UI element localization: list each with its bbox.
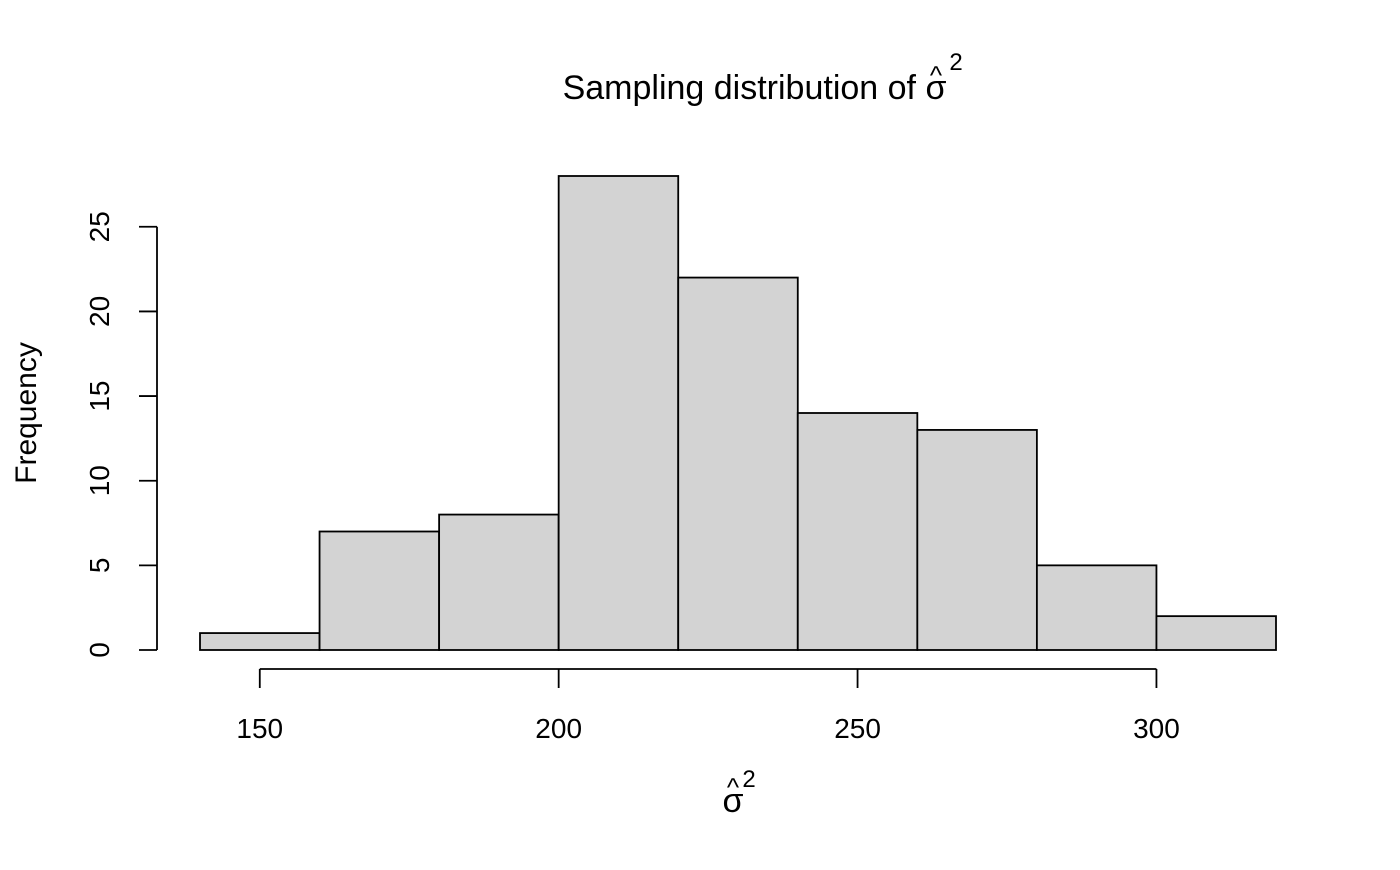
x-tick-label: 250 [834,713,881,744]
y-axis: 0 5 10 15 20 25 [84,211,158,658]
histogram-bars [199,175,1277,651]
x-axis: 150 200 250 300 [236,668,1180,744]
x-axis-label-superscript: 2 [742,766,755,793]
histogram-bar [1035,564,1158,651]
chart-title-symbol-superscript: 2 [949,49,962,76]
y-tick-label: 5 [84,558,115,574]
y-axis-label: Frequency [10,342,43,484]
histogram-bar [199,632,321,651]
histogram-bar [916,429,1038,651]
chart-title-text: Sampling distribution of [563,69,917,107]
y-tick-label: 25 [84,211,115,242]
histogram-bar [557,175,680,651]
histogram-bar [677,276,799,651]
y-tick-label: 10 [84,465,115,496]
y-tick-label: 15 [84,380,115,411]
histogram-bar [1155,615,1277,651]
chart-title: Sampling distribution of σ ^ 2 [563,49,963,107]
x-axis-label: σ ^ 2 [723,766,756,820]
x-axis-label-symbol-accent: ^ [727,772,740,802]
histogram-bar [318,530,441,651]
x-tick-label: 150 [236,713,283,744]
histogram-bar [796,412,919,651]
x-axis-label-symbol: σ [723,782,744,820]
chart-title-symbol-accent: ^ [930,60,943,90]
y-tick-label: 20 [84,296,115,327]
chart-title-symbol: σ [926,69,947,107]
x-tick-label: 300 [1133,713,1180,744]
histogram-bar [438,513,560,651]
x-tick-label: 200 [535,713,582,744]
y-tick-label: 0 [84,642,115,658]
